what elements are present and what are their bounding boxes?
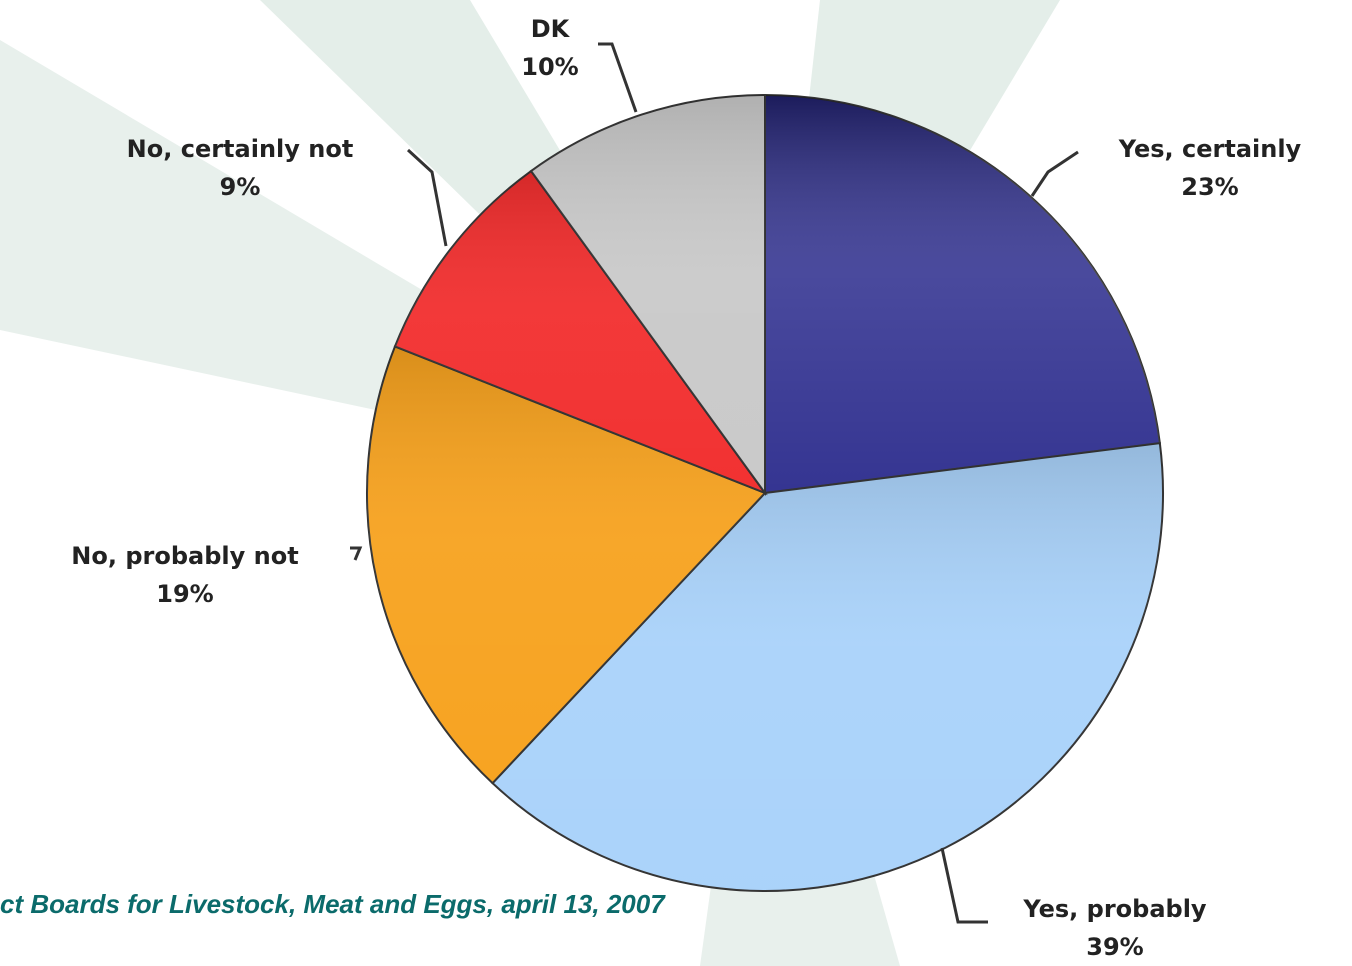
slice-value-label: 19% — [156, 580, 213, 608]
slice-shade — [394, 171, 765, 493]
slice-shade — [492, 443, 1163, 891]
slice-label: Yes, certainly — [1118, 135, 1302, 163]
slice-label: No, certainly not — [127, 135, 354, 163]
leader-line — [350, 546, 363, 561]
leader-line — [598, 42, 638, 113]
labels: Yes, certainly 23% Yes, probably 39% No, pro… — [71, 15, 1301, 961]
leader-line — [1030, 150, 1079, 197]
source-note: ct Boards for Livestock, Meat and Eggs, … — [0, 889, 666, 919]
slice-label: DK — [531, 15, 571, 43]
slice-value-label: 23% — [1181, 173, 1238, 201]
slice-shade — [366, 346, 765, 784]
slice-value-label: 9% — [220, 173, 261, 201]
leader-line — [406, 148, 448, 247]
slice-shade — [765, 95, 1160, 493]
leader-line — [940, 847, 988, 924]
slice-label: No, probably not — [71, 542, 298, 570]
slice-shade — [531, 95, 765, 493]
slice-value-label: 10% — [521, 53, 578, 81]
slice-value-label: 39% — [1086, 933, 1143, 961]
slice-label: Yes, probably — [1022, 895, 1206, 923]
pie — [366, 93, 1164, 892]
